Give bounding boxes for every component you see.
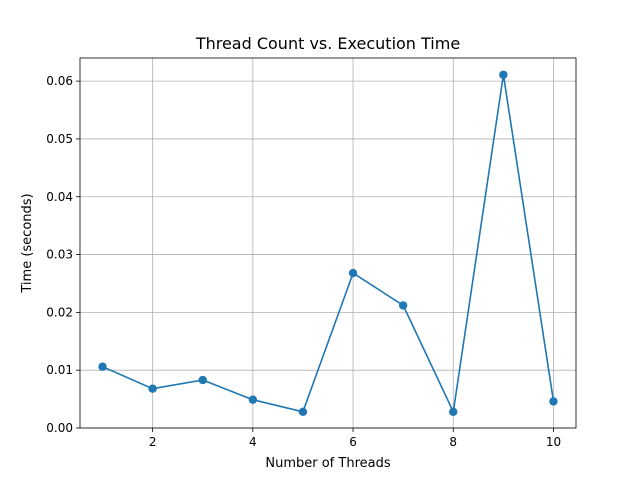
y-tick-label: 0.01 [46,363,73,377]
data-point [449,407,458,417]
y-tick-label: 0.03 [46,248,73,262]
y-tick-label: 0.00 [46,421,73,435]
data-point [148,384,157,393]
y-tick-label: 0.02 [46,305,73,319]
data-point [98,362,107,371]
y-tick-label: 0.04 [46,190,73,204]
y-tick-label: 0.06 [46,74,73,88]
x-tick-label: 8 [449,435,457,449]
x-tick-label: 2 [149,435,157,449]
chart-title: Thread Count vs. Execution Time [195,34,460,53]
x-tick-label: 6 [349,435,357,449]
data-point [298,407,308,417]
data-point [499,70,508,79]
y-axis: 0.00 0.01 0.02 0.03 0.04 0.05 0.06 [46,74,80,435]
series-line [102,74,555,413]
x-axis: 2 4 6 8 10 [149,428,561,449]
data-point [198,375,207,385]
data-point [348,268,358,278]
data-point [248,395,258,404]
data-point [549,397,558,406]
x-axis-label: Number of Threads [265,456,390,471]
y-axis-label: Time (seconds) [20,193,35,293]
series-layer [98,70,558,417]
plot-frame [79,57,577,429]
x-tick-label: 4 [249,435,257,449]
y-tick-label: 0.05 [46,132,73,146]
data-point [398,301,408,310]
x-tick-label: 10 [546,435,561,449]
